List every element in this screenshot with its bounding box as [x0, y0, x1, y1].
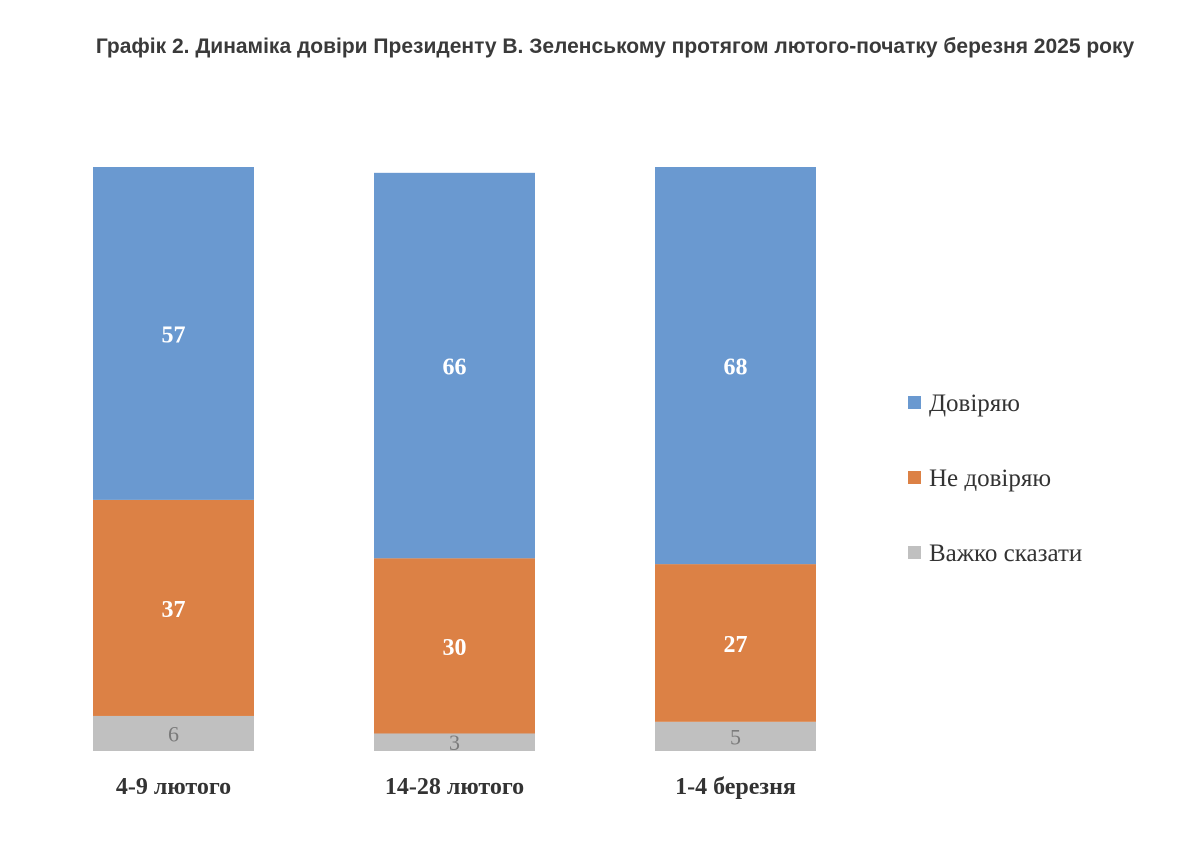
legend-swatch	[908, 546, 921, 559]
chart-title: Графік 2. Динаміка довіри Президенту В. …	[95, 35, 1135, 58]
bar-segment	[655, 564, 816, 722]
data-label: 27	[724, 632, 748, 658]
legend-swatch	[908, 396, 921, 409]
data-label: 3	[449, 730, 460, 755]
bar-segment	[93, 715, 254, 751]
value-labels-group: 6 37 57 3 30 66 5 27 68	[162, 322, 748, 755]
bar-segment	[93, 167, 254, 500]
legend-label: Довіряю	[929, 390, 1020, 417]
data-label: 57	[162, 322, 186, 348]
data-label: 66	[443, 355, 467, 381]
legend-label: Важко сказати	[929, 540, 1082, 567]
legend-label: Не довіряю	[929, 465, 1051, 492]
data-label: 5	[730, 724, 741, 749]
data-label: 6	[168, 721, 179, 746]
bar-segment	[655, 721, 816, 751]
data-label: 68	[724, 355, 748, 381]
category-label: 4-9 лютого	[116, 774, 231, 800]
bar-segment	[374, 172, 535, 559]
bar-segment	[374, 558, 535, 734]
legend: Довіряю Не довіряю Важко сказати	[908, 390, 1082, 567]
category-label: 1-4 березня	[675, 774, 796, 800]
data-label: 30	[443, 635, 467, 661]
category-labels-group: 4-9 лютого 14-28 лютого 1-4 березня	[116, 774, 796, 800]
bar-segment	[93, 499, 254, 716]
bar-segment	[655, 167, 816, 565]
data-label: 37	[162, 597, 186, 623]
bar-segment	[374, 733, 535, 751]
bars-group	[93, 167, 816, 751]
legend-swatch	[908, 471, 921, 484]
category-label: 14-28 лютого	[385, 774, 524, 800]
